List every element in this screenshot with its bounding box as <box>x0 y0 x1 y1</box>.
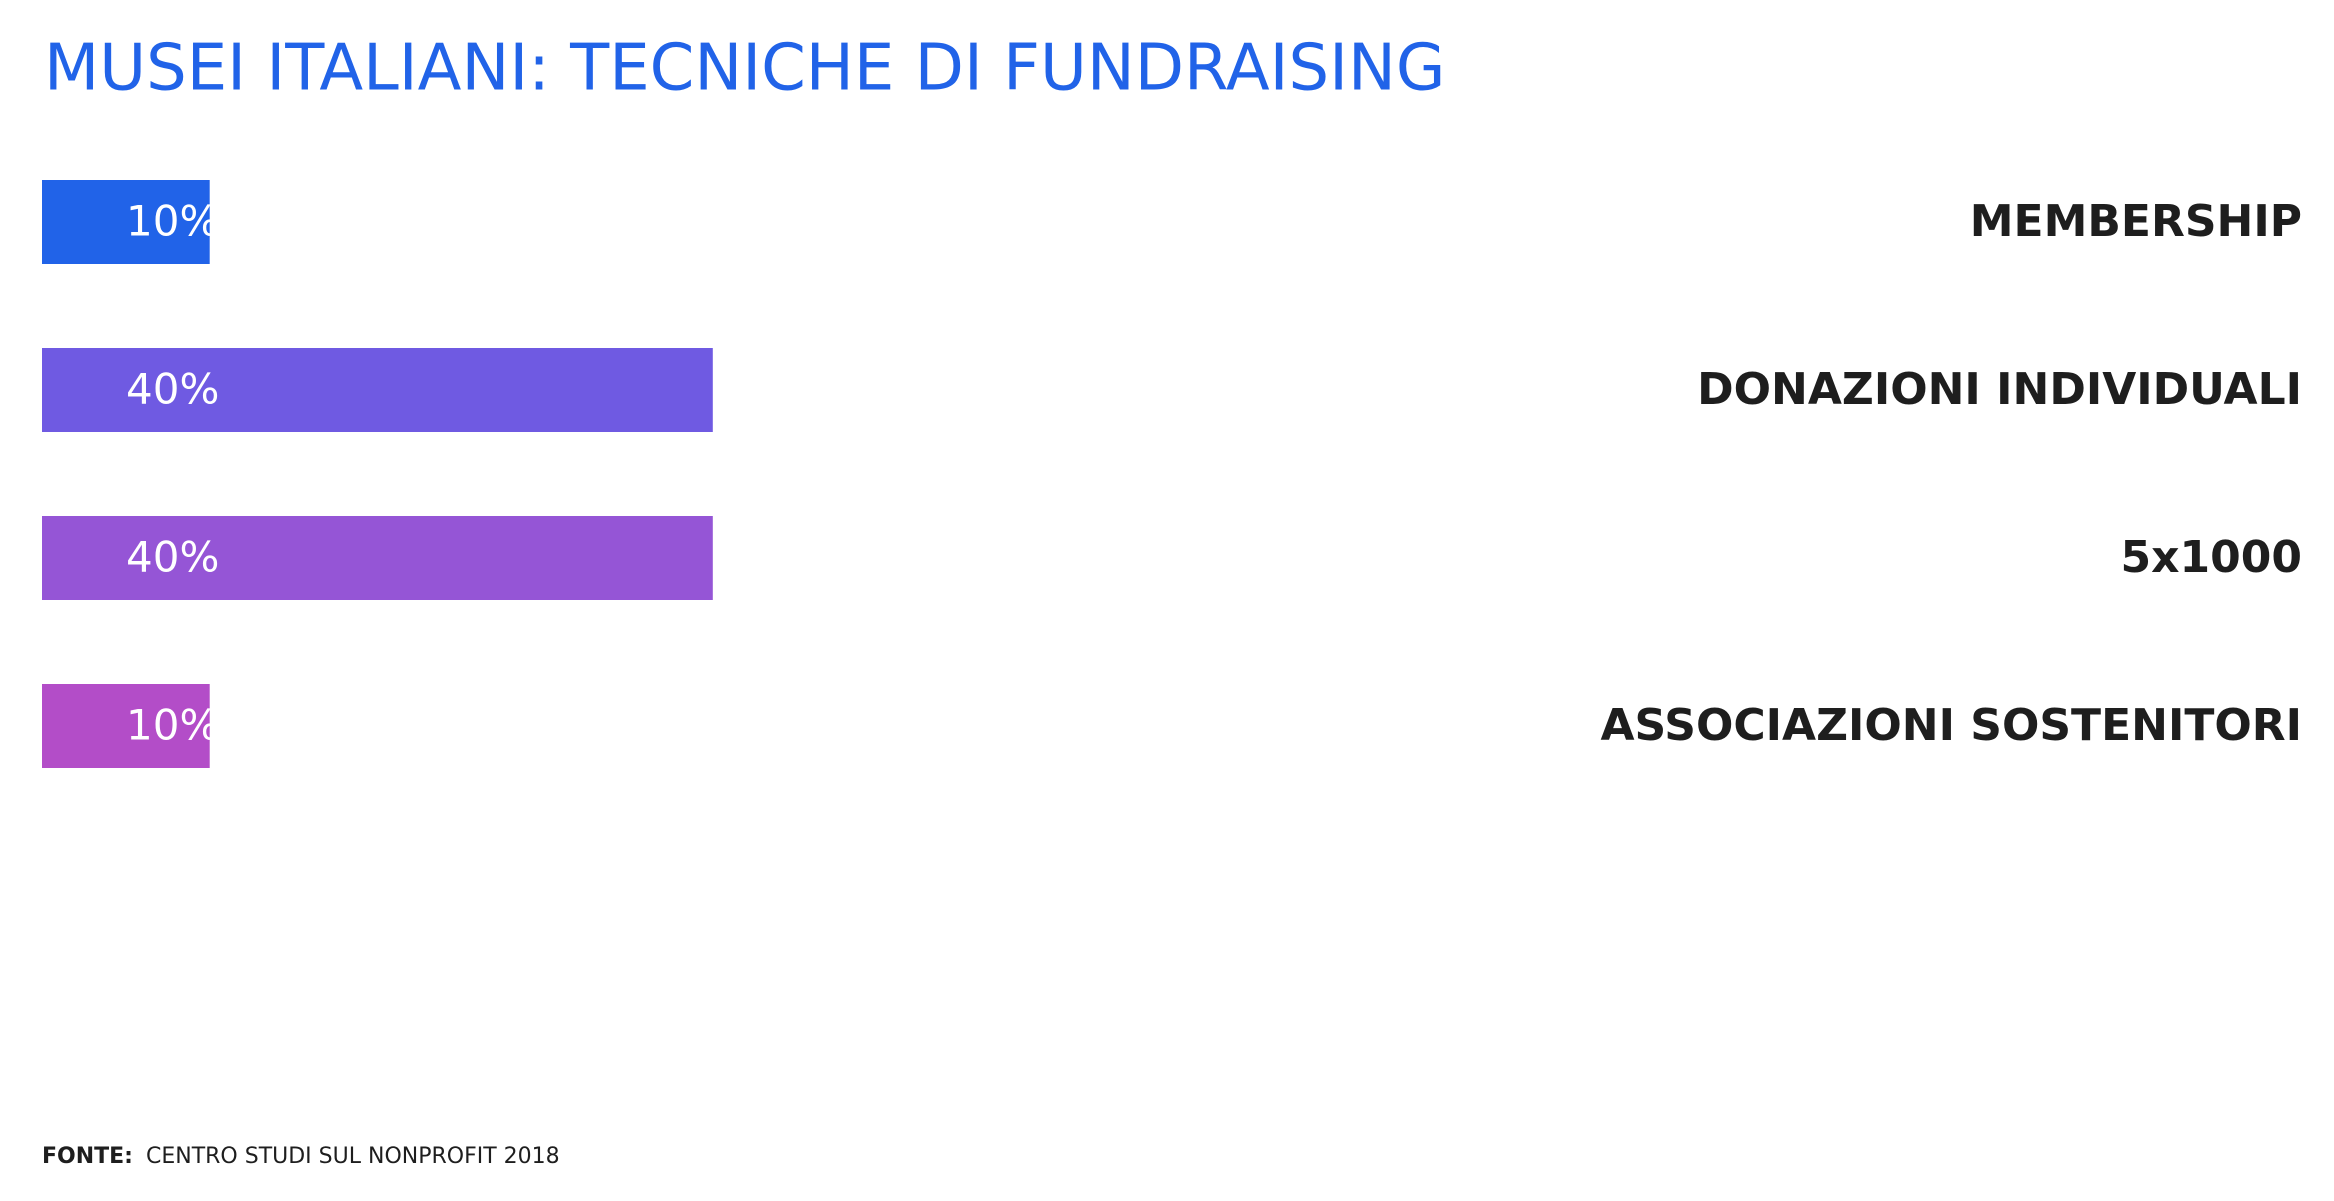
value-label: 10% <box>126 701 219 750</box>
category-label: DONAZIONI INDIVIDUALI <box>1697 364 2302 415</box>
source: FONTE: CENTRO STUDI SUL NONPROFIT 2018 <box>42 1144 560 1169</box>
category-label: 5x1000 <box>2121 532 2302 583</box>
bar <box>42 180 210 264</box>
category-label: MEMBERSHIP <box>1970 196 2302 247</box>
value-label: 10% <box>126 197 219 246</box>
chart-title: MUSEI ITALIANI: TECNICHE DI FUNDRAISING <box>44 32 1445 106</box>
category-label: ASSOCIAZIONI SOSTENITORI <box>1601 700 2303 751</box>
value-label: 40% <box>126 365 219 414</box>
source-text: CENTRO STUDI SUL NONPROFIT 2018 <box>146 1144 560 1169</box>
bar <box>42 348 713 432</box>
bar <box>42 684 210 768</box>
bar <box>42 516 713 600</box>
value-label: 40% <box>126 533 219 582</box>
source-label: FONTE: <box>42 1144 133 1169</box>
